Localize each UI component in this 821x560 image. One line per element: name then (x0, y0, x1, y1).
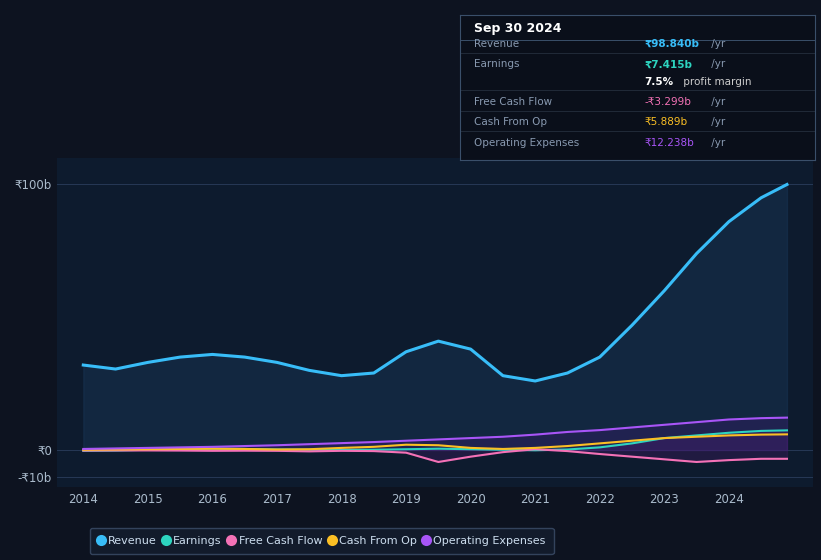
Legend: Revenue, Earnings, Free Cash Flow, Cash From Op, Operating Expenses: Revenue, Earnings, Free Cash Flow, Cash … (90, 528, 553, 554)
Text: Revenue: Revenue (475, 39, 520, 49)
Text: Operating Expenses: Operating Expenses (475, 138, 580, 148)
Text: ₹5.889b: ₹5.889b (644, 117, 688, 127)
Text: ₹7.415b: ₹7.415b (644, 59, 693, 69)
Text: /yr: /yr (709, 117, 726, 127)
Text: Sep 30 2024: Sep 30 2024 (475, 22, 562, 35)
Text: Free Cash Flow: Free Cash Flow (475, 97, 553, 107)
Text: 7.5%: 7.5% (644, 77, 674, 87)
Text: ₹12.238b: ₹12.238b (644, 138, 695, 148)
Text: ₹98.840b: ₹98.840b (644, 39, 699, 49)
Text: /yr: /yr (709, 59, 726, 69)
Text: /yr: /yr (709, 97, 726, 107)
Text: /yr: /yr (709, 138, 726, 148)
Text: Earnings: Earnings (475, 59, 520, 69)
Text: -₹3.299b: -₹3.299b (644, 97, 691, 107)
Text: /yr: /yr (709, 39, 726, 49)
Text: profit margin: profit margin (680, 77, 751, 87)
Text: Cash From Op: Cash From Op (475, 117, 548, 127)
